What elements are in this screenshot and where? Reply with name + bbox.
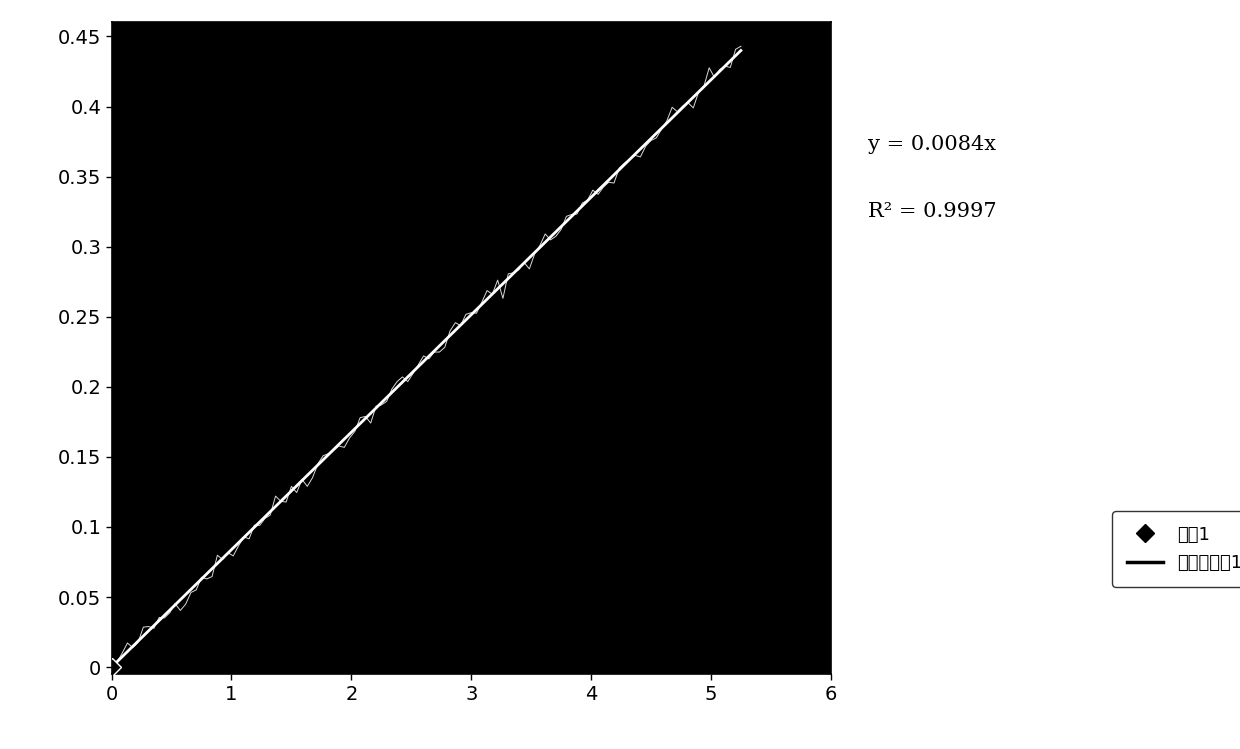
- Text: y = 0.0084x: y = 0.0084x: [868, 135, 996, 154]
- Text: R² = 0.9997: R² = 0.9997: [868, 202, 997, 221]
- Legend: 系兗1, 线性（系兗1）: 系兗1, 线性（系兗1）: [1112, 511, 1240, 587]
